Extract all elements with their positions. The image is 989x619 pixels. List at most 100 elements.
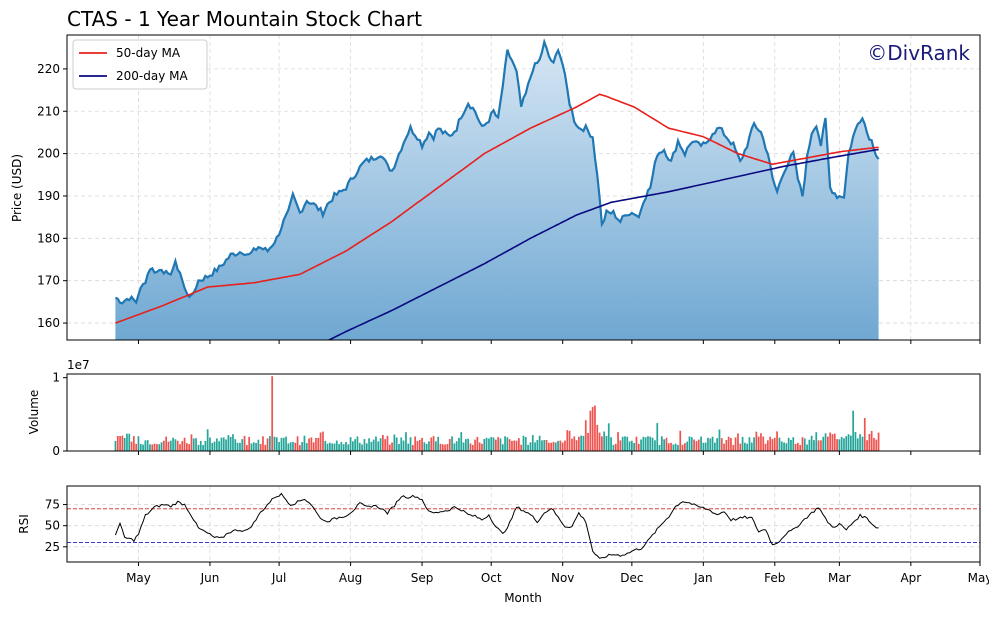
volume-bar	[534, 442, 536, 451]
volume-bar	[280, 437, 283, 451]
volume-bar	[734, 437, 737, 451]
volume-bar	[167, 441, 170, 451]
volume-bar	[831, 434, 834, 451]
volume-bar	[128, 433, 131, 451]
volume-bar	[790, 440, 792, 451]
month-tick-label: May	[126, 571, 151, 585]
volume-bar	[153, 443, 156, 451]
volume-bar	[218, 441, 221, 451]
volume-bar	[808, 439, 811, 451]
volume-bar	[711, 436, 714, 451]
volume-bar	[388, 444, 391, 451]
volume-bar	[554, 442, 557, 451]
volume-bar	[755, 431, 758, 451]
volume-bar	[612, 444, 615, 451]
volume-bar	[681, 444, 684, 451]
volume-bar	[250, 443, 253, 451]
volume-bar	[345, 442, 347, 451]
volume-bar	[760, 433, 762, 451]
volume-bar	[679, 430, 682, 451]
volume-y-label: Volume	[27, 390, 41, 435]
volume-bar	[817, 440, 820, 451]
volume-bar	[661, 436, 663, 451]
volume-bar	[188, 444, 191, 451]
volume-bar	[654, 440, 656, 451]
volume-panel: 01 1e7 Volume	[27, 358, 981, 458]
volume-bar	[870, 430, 873, 451]
volume-bar	[407, 443, 410, 451]
volume-bar	[822, 436, 825, 451]
volume-bar	[732, 445, 735, 451]
volume-bar	[331, 443, 334, 451]
volume-bar	[220, 437, 223, 451]
volume-bar	[130, 441, 133, 451]
volume-bar	[287, 443, 290, 451]
volume-bar	[741, 436, 744, 451]
volume-bar	[702, 442, 705, 451]
price-y-tick-label: 180	[37, 231, 60, 245]
volume-bar	[421, 437, 423, 451]
volume-bar	[439, 443, 442, 451]
volume-bar	[614, 443, 617, 451]
volume-bar	[444, 444, 446, 451]
volume-bar	[243, 435, 246, 451]
rsi-x-ticks: May Jun Jul Aug Sep Oct Nov Dec Jan Feb Mar Apr May	[126, 562, 989, 585]
volume-bar	[552, 441, 555, 451]
volume-bar	[580, 435, 583, 451]
volume-bar	[640, 439, 642, 451]
volume-bar	[861, 436, 864, 451]
volume-bar	[490, 437, 493, 451]
volume-bar	[718, 429, 721, 451]
volume-bar	[663, 439, 666, 451]
volume-bar	[326, 443, 329, 451]
volume-bar	[651, 437, 654, 451]
volume-bar	[382, 435, 384, 451]
volume-bar	[875, 439, 878, 451]
volume-bar	[619, 440, 622, 451]
volume-bar	[303, 435, 306, 451]
volume-bar	[395, 437, 398, 451]
volume-bar	[204, 441, 207, 451]
volume-bar	[672, 444, 675, 451]
volume-bar	[146, 440, 149, 451]
volume-bar	[686, 441, 689, 451]
volume-bar	[716, 438, 719, 451]
volume-bar	[780, 441, 783, 451]
volume-y-tick-label: 0	[52, 444, 60, 458]
volume-bar	[474, 439, 476, 451]
volume-bar	[538, 435, 541, 451]
volume-bar	[548, 442, 550, 451]
volume-bar	[508, 439, 511, 451]
volume-bar	[647, 436, 649, 451]
volume-bar	[637, 443, 640, 451]
volume-bar	[601, 436, 603, 451]
month-tick-label: Feb	[764, 571, 785, 585]
volume-bar	[511, 440, 513, 451]
volume-bar	[501, 444, 504, 451]
volume-bar	[428, 441, 430, 451]
volume-bar	[582, 435, 585, 451]
volume-bar	[799, 445, 802, 451]
volume-bar	[723, 443, 725, 451]
price-y-tick-label: 210	[37, 104, 60, 118]
volume-bar	[785, 443, 788, 451]
price-y-tick-label: 170	[37, 274, 60, 288]
rsi-panel: 25 50 75 May Jun Jul Aug Sep Oct Nov Dec Jan Feb Mar…	[17, 485, 989, 605]
volume-bar	[365, 443, 368, 451]
volume-bar	[384, 439, 387, 451]
volume-bar	[340, 442, 343, 451]
volume-bar	[455, 441, 458, 451]
volume-bar	[744, 442, 746, 451]
volume-bar	[748, 437, 751, 451]
volume-bar	[707, 437, 709, 451]
volume-bar	[225, 439, 227, 451]
volume-bar	[363, 439, 366, 451]
volume-bar	[571, 438, 573, 451]
volume-bar	[684, 443, 686, 451]
month-tick-label: Jan	[693, 571, 713, 585]
volume-bar	[797, 442, 799, 451]
volume-bar	[441, 444, 444, 451]
volume-bar	[257, 439, 260, 451]
month-tick-label: Jul	[271, 571, 286, 585]
